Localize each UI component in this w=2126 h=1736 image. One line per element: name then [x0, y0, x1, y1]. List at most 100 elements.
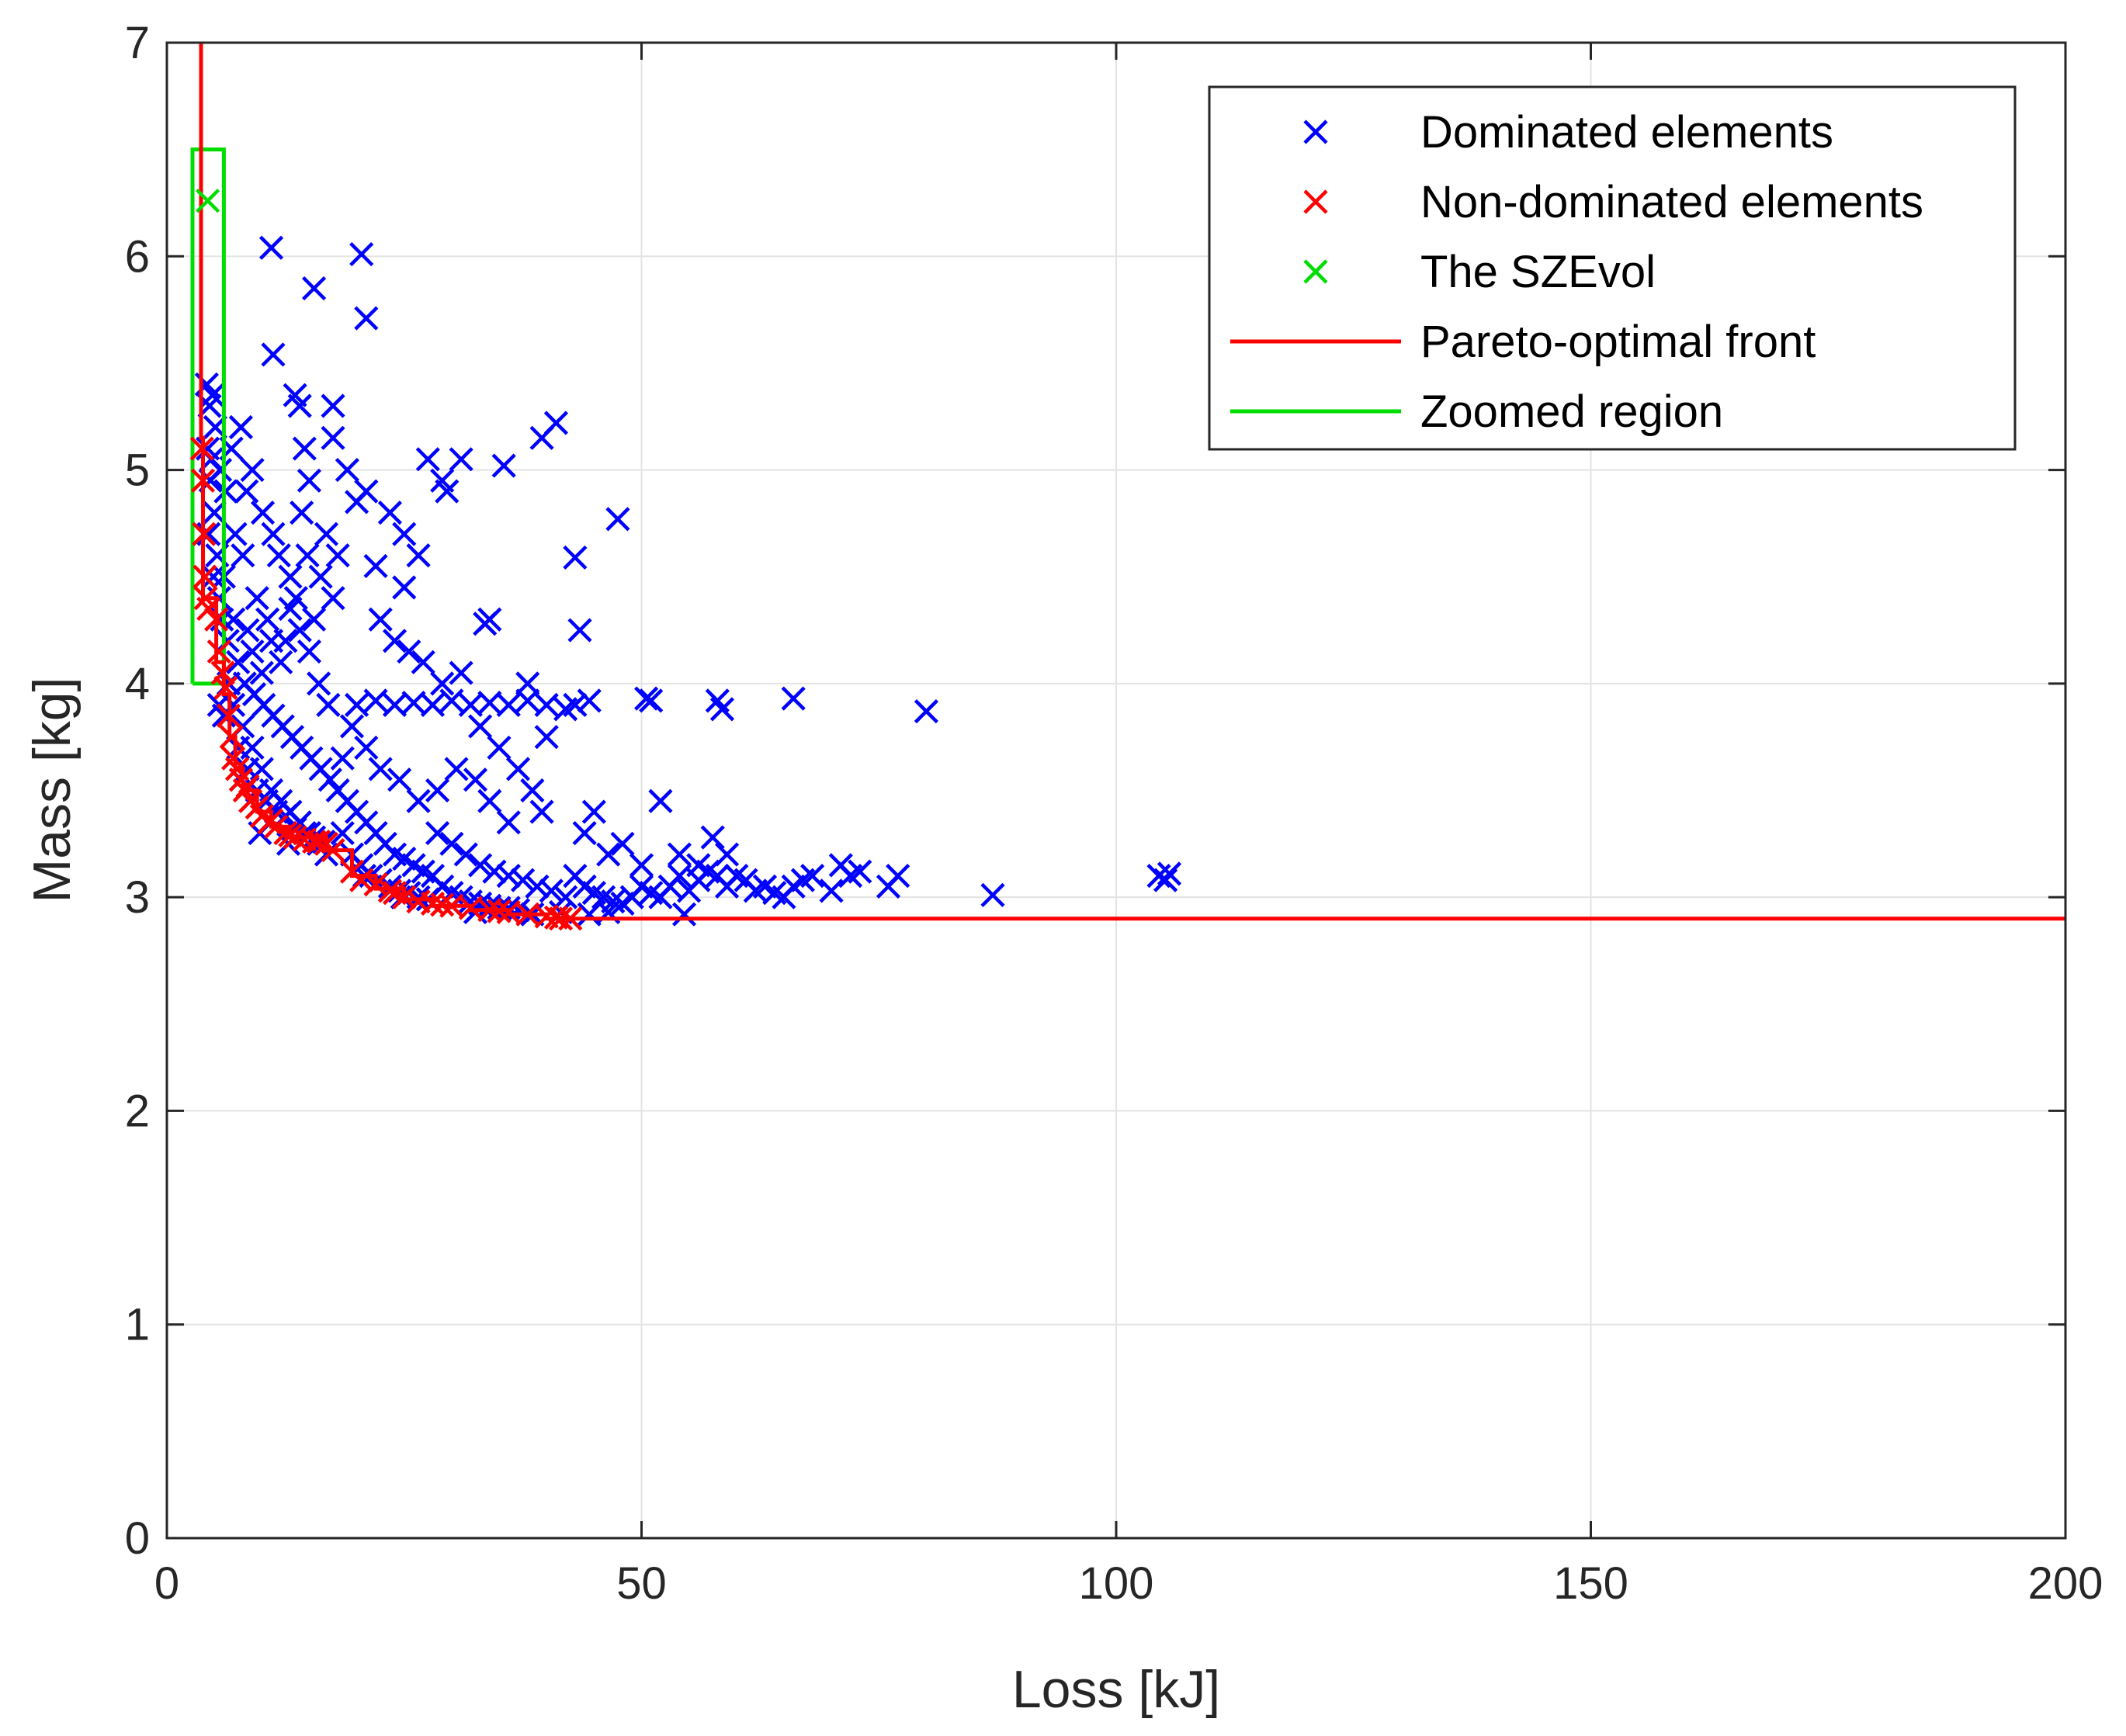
data-point — [363, 688, 388, 713]
data-point — [534, 692, 559, 717]
data-point — [307, 671, 331, 696]
data-point — [914, 699, 938, 724]
data-point — [321, 586, 345, 611]
data-point — [250, 501, 276, 525]
series-layer — [189, 43, 2065, 931]
data-point — [525, 874, 550, 899]
data-point — [278, 823, 303, 847]
series-non-dominated-elements — [189, 436, 583, 931]
data-point — [482, 859, 507, 884]
data-point — [553, 885, 578, 910]
data-point — [596, 842, 621, 867]
data-point — [301, 275, 327, 301]
data-point — [435, 479, 460, 504]
y-tick-label: 5 — [125, 445, 150, 496]
data-point — [196, 596, 221, 622]
data-point — [278, 596, 303, 622]
data-point — [667, 864, 692, 889]
data-point — [467, 714, 493, 739]
data-point — [202, 501, 227, 525]
data-point — [368, 607, 393, 632]
data-point — [1157, 861, 1182, 886]
data-point — [477, 788, 502, 813]
legend-marker — [1303, 189, 1328, 214]
x-tick-label: 150 — [1553, 1558, 1628, 1609]
data-point — [354, 479, 379, 504]
data-point — [605, 507, 630, 532]
data-point — [425, 778, 450, 803]
data-point — [563, 545, 588, 570]
data-point — [496, 810, 521, 835]
data-point — [491, 453, 516, 478]
legend-item: Zoomed region — [1230, 386, 1723, 437]
data-point — [258, 808, 284, 833]
data-point — [292, 436, 317, 461]
data-point — [307, 829, 331, 854]
data-point — [363, 872, 388, 897]
y-tick-label: 1 — [125, 1300, 150, 1350]
data-point — [354, 306, 379, 331]
data-point — [283, 825, 307, 850]
y-tick-label: 3 — [125, 872, 150, 923]
data-point — [425, 820, 450, 846]
data-point — [213, 675, 238, 700]
y-tick-label: 0 — [125, 1513, 150, 1564]
legend-item: Pareto-optimal front — [1230, 317, 1816, 367]
data-point — [563, 692, 588, 717]
legend-marker — [1303, 120, 1328, 144]
data-point — [261, 342, 286, 367]
data-point — [634, 686, 659, 711]
data-point — [671, 902, 697, 927]
data-point — [231, 543, 255, 568]
data-point — [325, 543, 350, 568]
data-point — [387, 768, 412, 792]
data-point — [406, 543, 431, 568]
data-point — [345, 692, 369, 717]
data-point — [430, 892, 455, 917]
data-point — [567, 618, 592, 643]
data-point — [406, 788, 431, 813]
data-point — [1153, 868, 1178, 892]
data-point — [240, 457, 265, 483]
data-point — [473, 612, 498, 636]
data-point — [330, 746, 355, 771]
legend-marker — [1303, 259, 1328, 284]
legend-label: Pareto-optimal front — [1420, 317, 1816, 367]
data-point — [781, 686, 806, 711]
data-point — [511, 868, 536, 892]
data-point — [308, 564, 333, 589]
data-point — [287, 393, 312, 418]
data-point — [349, 241, 374, 267]
data-point — [195, 189, 220, 213]
data-point — [543, 411, 569, 435]
data-point — [505, 757, 531, 781]
data-point — [235, 774, 260, 799]
data-point — [709, 697, 735, 722]
data-point — [301, 607, 327, 632]
data-point — [192, 564, 217, 589]
data-point — [467, 853, 493, 878]
data-point — [648, 788, 673, 813]
data-point — [192, 521, 217, 546]
data-point — [629, 853, 654, 878]
data-point — [190, 468, 216, 493]
legend-label: The SZEvol — [1420, 247, 1656, 297]
x-tick-label: 100 — [1079, 1558, 1154, 1609]
data-point — [235, 757, 260, 781]
data-point — [714, 842, 740, 867]
data-point — [800, 864, 825, 889]
data-point — [200, 383, 225, 407]
data-point — [686, 853, 711, 878]
legend-item: The SZEvol — [1303, 247, 1656, 297]
data-point — [610, 831, 635, 856]
data-point — [223, 521, 248, 546]
data-point — [235, 618, 260, 643]
data-point — [520, 778, 545, 803]
data-point — [377, 501, 402, 525]
data-point — [258, 629, 284, 653]
data-point — [515, 688, 540, 713]
data-point — [258, 235, 284, 260]
y-tick-label: 2 — [125, 1086, 150, 1136]
data-point — [377, 878, 402, 903]
data-point — [449, 447, 473, 472]
